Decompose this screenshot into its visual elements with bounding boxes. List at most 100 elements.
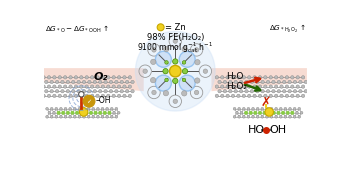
Circle shape [272, 90, 275, 93]
Circle shape [264, 76, 267, 79]
Circle shape [304, 90, 307, 93]
Circle shape [252, 115, 254, 118]
Circle shape [215, 76, 219, 79]
Circle shape [173, 99, 177, 104]
Circle shape [263, 111, 266, 114]
Circle shape [195, 78, 200, 83]
Circle shape [259, 111, 262, 114]
Circle shape [250, 90, 253, 93]
Circle shape [48, 111, 51, 114]
Circle shape [108, 111, 111, 114]
Circle shape [165, 61, 168, 64]
Circle shape [266, 80, 270, 84]
Circle shape [253, 94, 256, 98]
Circle shape [112, 85, 115, 88]
Circle shape [101, 115, 104, 118]
Circle shape [238, 115, 240, 118]
Circle shape [55, 107, 58, 110]
Circle shape [269, 94, 273, 98]
Circle shape [101, 85, 105, 88]
Circle shape [233, 107, 236, 110]
Circle shape [218, 90, 221, 93]
Circle shape [245, 80, 248, 84]
Text: $\Delta G_{\rm *H_2O_2}$ ↑: $\Delta G_{\rm *H_2O_2}$ ↑ [268, 23, 305, 36]
Circle shape [123, 94, 126, 98]
Circle shape [123, 85, 126, 88]
Circle shape [221, 94, 224, 98]
Circle shape [291, 85, 294, 88]
Circle shape [253, 85, 256, 88]
Circle shape [61, 80, 64, 84]
Circle shape [289, 107, 291, 110]
Circle shape [254, 111, 257, 114]
Circle shape [47, 85, 51, 88]
Circle shape [293, 90, 297, 93]
Circle shape [58, 85, 62, 88]
Circle shape [93, 90, 96, 93]
Circle shape [87, 115, 90, 118]
Circle shape [87, 107, 90, 110]
Circle shape [252, 107, 254, 110]
Polygon shape [44, 68, 144, 91]
Circle shape [182, 78, 186, 82]
Circle shape [279, 107, 282, 110]
Circle shape [288, 80, 291, 84]
Circle shape [83, 107, 86, 110]
Circle shape [237, 76, 240, 79]
Circle shape [291, 94, 294, 98]
Circle shape [237, 94, 240, 98]
Circle shape [269, 85, 273, 88]
Circle shape [275, 115, 277, 118]
Circle shape [223, 80, 227, 84]
Circle shape [80, 76, 83, 79]
Circle shape [165, 78, 168, 82]
Circle shape [74, 115, 76, 118]
Circle shape [231, 94, 235, 98]
Circle shape [239, 90, 243, 93]
Circle shape [61, 90, 64, 93]
Circle shape [265, 107, 268, 110]
Circle shape [264, 85, 267, 88]
Circle shape [69, 94, 72, 98]
Circle shape [264, 94, 267, 98]
Circle shape [90, 85, 94, 88]
Circle shape [107, 94, 110, 98]
Circle shape [150, 59, 156, 64]
Circle shape [101, 76, 105, 79]
Circle shape [120, 80, 123, 84]
Circle shape [155, 51, 171, 67]
Circle shape [150, 77, 156, 83]
Circle shape [42, 76, 45, 79]
Circle shape [277, 111, 280, 114]
Circle shape [123, 76, 126, 79]
Circle shape [253, 76, 256, 79]
Text: H₂O: H₂O [226, 72, 244, 81]
Circle shape [74, 85, 78, 88]
Circle shape [109, 80, 113, 84]
Circle shape [280, 85, 283, 88]
Circle shape [234, 80, 237, 84]
Circle shape [96, 76, 99, 79]
Circle shape [152, 48, 156, 52]
Circle shape [85, 111, 88, 114]
Circle shape [274, 76, 278, 79]
Text: H₂O₂: H₂O₂ [226, 82, 247, 91]
Circle shape [255, 90, 259, 93]
Circle shape [109, 90, 113, 93]
Circle shape [229, 90, 232, 93]
Text: OH: OH [269, 125, 286, 135]
Circle shape [66, 111, 69, 114]
Circle shape [234, 90, 237, 93]
Circle shape [179, 51, 195, 67]
Circle shape [304, 80, 307, 84]
Circle shape [64, 85, 67, 88]
Circle shape [128, 76, 132, 79]
Circle shape [194, 48, 199, 52]
Circle shape [270, 107, 273, 110]
Circle shape [96, 107, 99, 110]
Circle shape [301, 94, 305, 98]
Circle shape [236, 111, 238, 114]
Circle shape [126, 90, 129, 93]
Circle shape [286, 111, 289, 114]
Circle shape [110, 107, 113, 110]
